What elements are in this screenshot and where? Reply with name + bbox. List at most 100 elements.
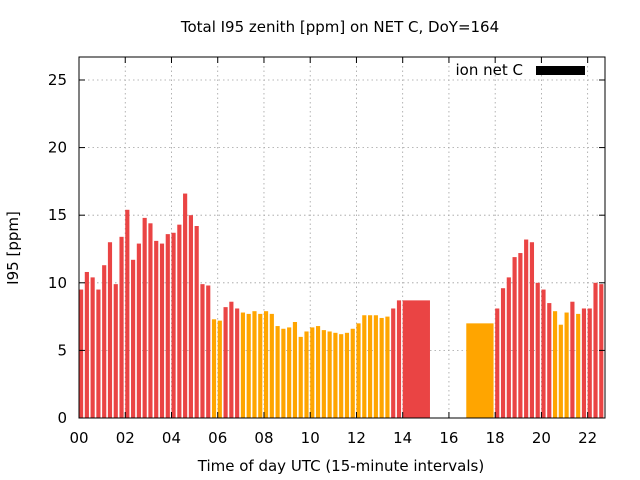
- bar: [171, 232, 176, 418]
- bar: [512, 257, 517, 418]
- x-tick-label: 06: [208, 429, 227, 447]
- x-tick-label: 16: [439, 429, 458, 447]
- bar: [119, 236, 124, 418]
- bar: [593, 282, 598, 418]
- bar: [246, 313, 251, 418]
- bar: [223, 307, 228, 418]
- chart-title: Total I95 zenith [ppm] on NET C, DoY=164: [180, 18, 499, 36]
- bar: [142, 217, 147, 418]
- x-tick-label: 00: [69, 429, 88, 447]
- bar: [362, 315, 367, 418]
- bar: [177, 224, 182, 418]
- bar: [136, 243, 141, 418]
- bar: [396, 300, 402, 418]
- bar: [535, 282, 540, 418]
- bar: [79, 289, 84, 418]
- bar: [206, 285, 211, 418]
- bar: [165, 234, 170, 418]
- x-tick-label: 02: [116, 429, 135, 447]
- bar: [235, 308, 240, 418]
- bar: [558, 324, 563, 418]
- bar: [102, 265, 107, 418]
- bar: [541, 289, 546, 418]
- bar: [310, 327, 315, 418]
- x-tick-label: 12: [347, 429, 366, 447]
- bar: [298, 336, 303, 418]
- legend-swatch: [536, 66, 585, 75]
- bar: [107, 242, 113, 418]
- bar: [125, 209, 130, 418]
- bar: [194, 226, 199, 418]
- bar: [500, 288, 506, 418]
- bar: [356, 323, 361, 418]
- bar: [96, 289, 101, 418]
- bar: [466, 323, 494, 418]
- bar: [200, 284, 205, 418]
- x-tick-label: 10: [301, 429, 320, 447]
- bar: [321, 330, 326, 418]
- bar: [570, 301, 575, 418]
- bar: [211, 319, 217, 418]
- bar: [229, 301, 234, 418]
- bar: [188, 215, 193, 418]
- bar: [275, 326, 280, 418]
- bar: [402, 300, 430, 418]
- bar: [304, 331, 309, 418]
- bar: [148, 223, 153, 418]
- bar: [131, 259, 136, 418]
- y-tick-label: 10: [48, 274, 67, 292]
- bar: [518, 253, 523, 418]
- bar: [90, 277, 95, 418]
- bar: [240, 312, 246, 418]
- legend-label: ion net C: [456, 61, 523, 79]
- bar: [154, 240, 159, 418]
- y-tick-label: 20: [48, 139, 67, 157]
- bars: [79, 193, 604, 418]
- x-tick-label: 04: [162, 429, 181, 447]
- bar: [339, 334, 344, 418]
- bar: [599, 284, 604, 418]
- bar: [552, 311, 558, 418]
- bar: [379, 317, 384, 418]
- bar: [587, 308, 592, 418]
- bar: [495, 308, 500, 418]
- bar: [344, 332, 350, 418]
- bar: [524, 239, 529, 418]
- x-tick-label: 22: [578, 429, 597, 447]
- bar: [581, 308, 587, 418]
- bar: [292, 322, 298, 418]
- bar: [183, 193, 188, 418]
- bar: [281, 328, 286, 418]
- bar: [391, 308, 396, 418]
- bar: [113, 284, 118, 418]
- x-tick-label: 20: [532, 429, 551, 447]
- bar: [258, 313, 263, 418]
- bar: [263, 311, 269, 418]
- bar: [350, 328, 355, 418]
- bar: [547, 303, 552, 418]
- x-tick-label: 08: [254, 429, 273, 447]
- bar: [506, 277, 511, 418]
- bar: [84, 271, 89, 418]
- plot-frame: [78, 56, 606, 419]
- bar: [373, 315, 378, 418]
- y-axis-label: I95 [ppm]: [4, 211, 22, 285]
- legend: ion net C: [456, 61, 585, 79]
- bar: [159, 243, 165, 418]
- bar: [269, 313, 274, 418]
- y-tick-label: 15: [48, 206, 67, 224]
- y-tick-label: 0: [57, 409, 67, 427]
- x-tick-label: 14: [393, 429, 412, 447]
- bar: [287, 327, 292, 418]
- bar: [217, 320, 222, 418]
- bar: [576, 313, 581, 418]
- y-tick-label: 25: [48, 71, 67, 89]
- bar: [333, 332, 338, 418]
- x-axis-label: Time of day UTC (15-minute intervals): [197, 457, 484, 475]
- bar: [385, 316, 390, 418]
- bar: [327, 331, 332, 418]
- bar: [564, 312, 569, 418]
- bar: [529, 242, 535, 418]
- x-tick-label: 18: [486, 429, 505, 447]
